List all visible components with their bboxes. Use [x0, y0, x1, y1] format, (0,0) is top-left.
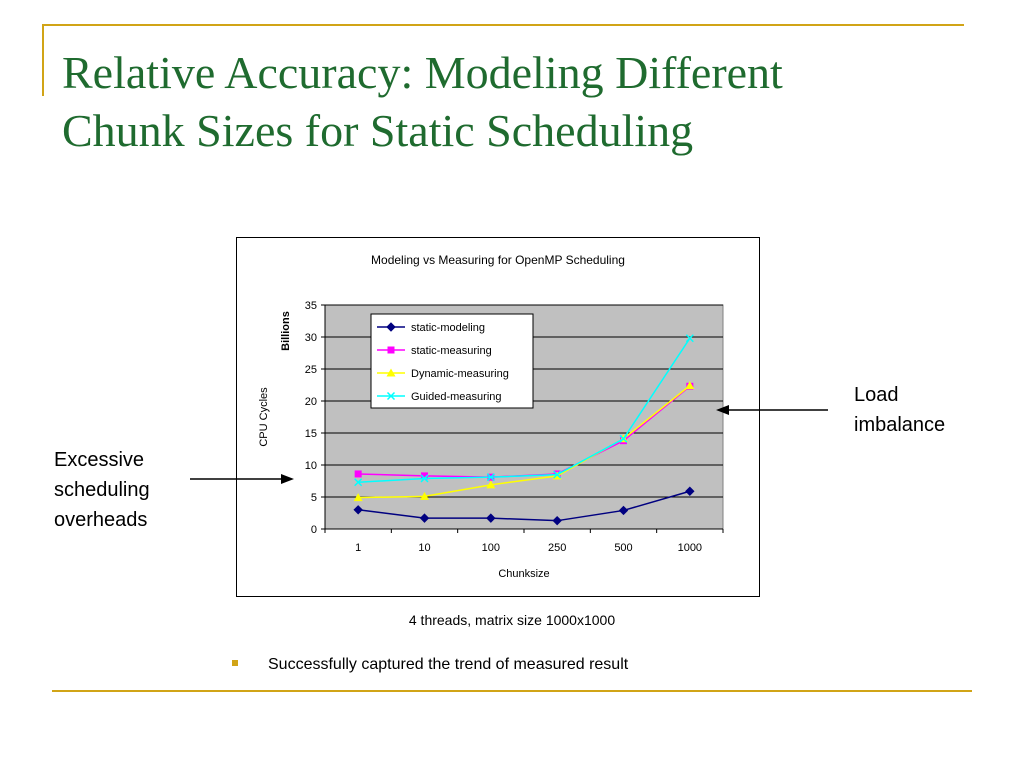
arrow-left-head — [281, 474, 294, 484]
annotation-left-line-1: Excessive — [54, 449, 145, 471]
y-tick-label-35: 35 — [305, 300, 317, 312]
point-Guided-measuring-10 — [420, 474, 429, 483]
point-static-modeling-1 — [353, 505, 363, 515]
y-tick-label-10: 10 — [305, 460, 317, 472]
annotation-left-line-3: overheads — [54, 509, 148, 531]
bottom-rule — [52, 690, 972, 692]
chart-frame: 0 5 10 15 20 25 30 35 1 10 100 250 500 1000 Modeling v… — [236, 237, 760, 597]
point-static-modeling-1000 — [685, 486, 695, 496]
x-tick-label-1000: 1000 — [678, 542, 702, 554]
y-tick-label-20: 20 — [305, 396, 317, 408]
legend-marker-Dynamic-measuring — [386, 368, 396, 377]
x-tick-label-500: 500 — [614, 542, 632, 554]
x-tick-label-250: 250 — [548, 542, 566, 554]
x-axis-label: Chunksize — [498, 568, 549, 580]
y-tick-label-30: 30 — [305, 332, 317, 344]
point-static-measuring-1 — [354, 470, 362, 478]
legend-label-static-measuring: static-measuring — [411, 345, 492, 357]
title-line-2: Chunk Sizes for Static Scheduling — [62, 105, 694, 156]
y-tick-label-0: 0 — [311, 524, 317, 536]
point-Dynamic-measuring-1 — [353, 493, 363, 502]
y-tick-label-15: 15 — [305, 428, 317, 440]
title-line-1: Relative Accuracy: Modeling Different — [62, 47, 783, 98]
legend-label-Guided-measuring: Guided-measuring — [411, 391, 502, 403]
bullet-square-icon — [232, 659, 238, 666]
point-static-measuring-10 — [421, 472, 428, 480]
y-tick-label-5: 5 — [311, 492, 317, 504]
legend-marker-static-modeling — [386, 322, 396, 332]
bullet-item: Successfully captured the trend of measu… — [232, 656, 628, 674]
point-Dynamic-measuring-10 — [420, 491, 429, 500]
point-Guided-measuring-500 — [619, 434, 628, 443]
point-Guided-measuring-250 — [553, 470, 562, 479]
legend-box — [370, 313, 534, 409]
arrow-right-head — [716, 405, 729, 415]
chart-svg: 0 5 10 15 20 25 30 35 1 10 100 250 500 1000 Modeling v… — [258, 253, 724, 580]
chart-title: Modeling vs Measuring for OpenMP Schedul… — [371, 253, 625, 267]
series-line-Dynamic-measuring — [358, 385, 691, 499]
annotation-right-line-2: imbalance — [854, 414, 946, 436]
bullet-text: Successfully captured the trend of measu… — [268, 656, 629, 673]
x-tick-label-1: 1 — [355, 542, 361, 554]
slide-title: Relative Accuracy: Modeling Different Ch… — [62, 44, 962, 160]
annotation-load-imbalance: Load imbalance — [854, 380, 945, 440]
series-line-static-modeling — [358, 490, 691, 522]
x-tick-label-100: 100 — [482, 542, 500, 554]
point-Guided-measuring-1000 — [685, 334, 694, 343]
point-static-modeling-500 — [618, 505, 629, 516]
top-rule — [42, 24, 964, 26]
y-tick-label-25: 25 — [305, 364, 317, 376]
point-static-modeling-100 — [486, 513, 496, 523]
annotation-excessive-overheads: Excessive scheduling overheads — [54, 445, 150, 535]
point-Guided-measuring-100 — [486, 473, 495, 482]
left-accent-rule — [42, 24, 44, 96]
legend-marker-static-measuring — [387, 346, 395, 354]
point-static-modeling-10 — [419, 513, 430, 523]
point-static-modeling-250 — [552, 515, 562, 526]
chart-caption: 4 threads, matrix size 1000x1000 — [408, 612, 616, 628]
series-line-Guided-measuring — [358, 337, 691, 484]
legend-marker-Guided-measuring — [386, 391, 396, 401]
annotation-left-line-2: scheduling — [54, 479, 150, 501]
point-Dynamic-measuring-1000 — [685, 381, 695, 390]
legend-label-Dynamic-measuring: Dynamic-measuring — [411, 368, 509, 380]
point-Dynamic-measuring-100 — [486, 480, 496, 489]
annotation-right-line-1: Load — [854, 384, 899, 406]
x-tick-label-10: 10 — [418, 542, 430, 554]
point-Guided-measuring-1 — [354, 478, 363, 487]
legend-label-static-modeling: static-modeling — [411, 322, 485, 334]
y-axis-label: CPU Cycles — [258, 387, 270, 447]
y-axis-unit: Billions — [280, 311, 292, 351]
